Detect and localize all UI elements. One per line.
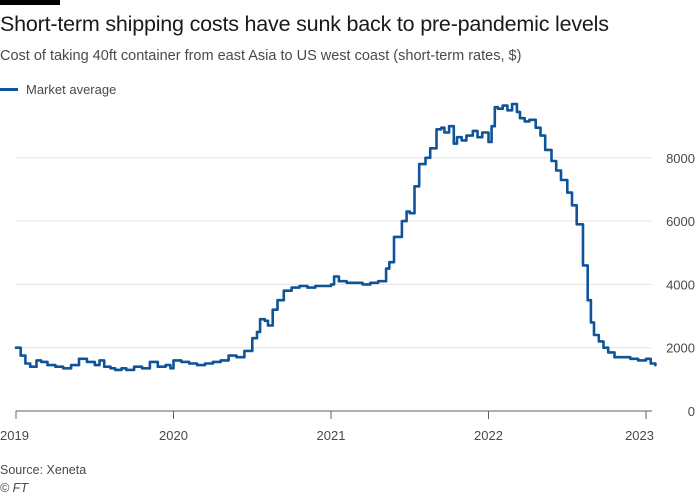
- ft-credit: © FT: [0, 481, 28, 495]
- x-tick-label-2021: 2021: [317, 428, 346, 443]
- chart-title: Short-term shipping costs have sunk back…: [0, 12, 609, 36]
- grid-lines: [16, 157, 652, 349]
- y-tick-label-0: 0: [688, 404, 695, 419]
- y-axis-labels: 0 2000 4000 6000 8000: [666, 151, 695, 419]
- y-tick-label-2000: 2000: [666, 341, 695, 356]
- chart-subtitle: Cost of taking 40ft container from east …: [0, 48, 522, 64]
- y-tick-label-8000: 8000: [666, 151, 695, 166]
- x-tick-label-2022: 2022: [474, 428, 503, 443]
- y-tick-label-4000: 4000: [666, 277, 695, 292]
- x-tick-label-2019: 2019: [0, 428, 29, 443]
- x-tick-label-2020: 2020: [159, 428, 188, 443]
- legend-label: Market average: [26, 81, 117, 97]
- legend-swatch: [0, 87, 18, 91]
- x-tick-label-2023: 2023: [625, 428, 654, 443]
- series-group: [14, 102, 657, 372]
- y-tick-label-6000: 6000: [666, 214, 695, 229]
- brand-topbar: [0, 0, 60, 5]
- line-chart: 0 2000 4000 6000 8000 2019 2020 2021 2022 2023: [0, 102, 695, 443]
- chart-legend: Market average: [0, 80, 116, 98]
- source-note: Source: Xeneta: [0, 463, 87, 477]
- series-line-market-average: [14, 102, 657, 372]
- x-axis-labels: 2019 2020 2021 2022 2023: [0, 428, 654, 443]
- x-axis: [15, 410, 652, 419]
